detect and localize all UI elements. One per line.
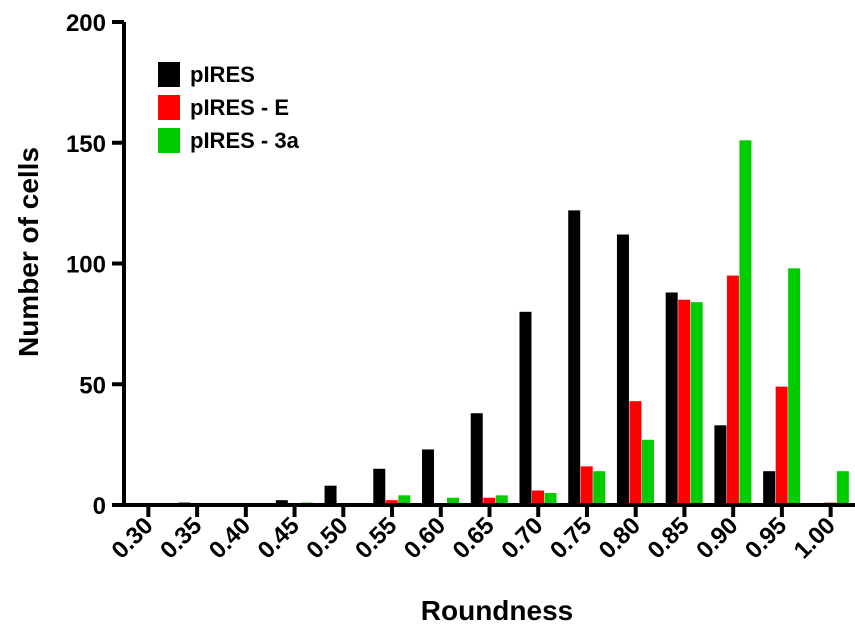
bar-pires-0.85 bbox=[665, 292, 678, 505]
bar-pires-3a-0.95 bbox=[788, 268, 801, 505]
y-tick-label: 150 bbox=[66, 131, 106, 158]
bar-pires-0.55 bbox=[373, 468, 386, 505]
bar-pires-3a-0.80 bbox=[641, 439, 654, 505]
bar-pires-3a-0.60 bbox=[447, 497, 460, 505]
legend-swatch bbox=[158, 95, 180, 120]
bar-pires-e-0.90 bbox=[726, 275, 739, 505]
bar-pires-e-0.55 bbox=[385, 500, 398, 505]
x-tick-labels: 0.300.350.400.450.500.550.600.650.700.75… bbox=[106, 512, 840, 564]
bar-pires-e-0.65 bbox=[483, 497, 496, 505]
bar-pires-0.65 bbox=[470, 413, 483, 505]
x-tick-label: 0.50 bbox=[301, 512, 353, 564]
x-tick-label: 0.35 bbox=[155, 512, 207, 564]
bars-group bbox=[178, 140, 849, 505]
legend-label: pIRES - 3a bbox=[190, 128, 300, 153]
x-tick-label: 0.65 bbox=[448, 512, 500, 564]
legend: pIRES pIRES - E pIRES - 3a bbox=[158, 62, 300, 153]
y-axis-title: Number of cells bbox=[13, 147, 44, 357]
x-tick-label: 0.80 bbox=[594, 512, 646, 564]
bar-pires-0.45 bbox=[275, 500, 288, 505]
bar-pires-3a-0.55 bbox=[398, 495, 411, 505]
y-tick-label: 100 bbox=[66, 252, 106, 279]
x-axis-title: Roundness bbox=[421, 595, 573, 626]
bar-pires-e-0.70 bbox=[531, 490, 544, 505]
bar-pires-0.70 bbox=[519, 311, 532, 505]
axes-group bbox=[112, 20, 855, 517]
legend-swatch bbox=[158, 128, 180, 153]
bar-pires-e-0.85 bbox=[678, 299, 691, 505]
legend-label: pIRES bbox=[190, 62, 255, 87]
bar-pires-0.80 bbox=[616, 234, 629, 505]
x-tick-label: 0.55 bbox=[350, 512, 402, 564]
bar-pires-0.95 bbox=[763, 471, 776, 505]
bar-pires-0.60 bbox=[422, 449, 435, 505]
bar-pires-0.90 bbox=[714, 425, 727, 505]
x-tick-label: 0.75 bbox=[545, 512, 597, 564]
y-tick-label: 50 bbox=[79, 372, 106, 399]
bar-pires-0.75 bbox=[568, 210, 581, 505]
legend-swatch bbox=[158, 62, 180, 87]
x-tick-label: 0.85 bbox=[643, 512, 695, 564]
x-tick-label: 0.95 bbox=[740, 512, 792, 564]
bar-pires-3a-0.70 bbox=[544, 492, 557, 505]
legend-label: pIRES - E bbox=[190, 95, 289, 120]
bar-pires-3a-0.90 bbox=[739, 140, 752, 505]
bar-pires-0.50 bbox=[324, 485, 337, 505]
y-tick-label: 0 bbox=[93, 493, 106, 520]
x-tick-label: 0.90 bbox=[691, 512, 743, 564]
x-tick-label: 0.45 bbox=[253, 512, 305, 564]
x-tick-label: 1.00 bbox=[789, 512, 841, 564]
bar-pires-3a-0.85 bbox=[690, 302, 703, 505]
bar-pires-3a-1.00 bbox=[836, 471, 849, 505]
x-tick-label: 0.40 bbox=[204, 512, 256, 564]
y-tick-label: 200 bbox=[66, 10, 106, 37]
bar-pires-e-0.80 bbox=[629, 401, 642, 505]
x-tick-label: 0.30 bbox=[106, 512, 158, 564]
bar-pires-3a-0.75 bbox=[593, 471, 606, 505]
bar-pires-e-0.95 bbox=[775, 386, 788, 505]
y-tick-labels: 0 50 100 150 200 bbox=[66, 10, 106, 520]
x-tick-label: 0.70 bbox=[496, 512, 548, 564]
bar-pires-e-0.75 bbox=[580, 466, 593, 505]
x-tick-label: 0.60 bbox=[399, 512, 451, 564]
bar-pires-3a-0.65 bbox=[495, 495, 508, 505]
